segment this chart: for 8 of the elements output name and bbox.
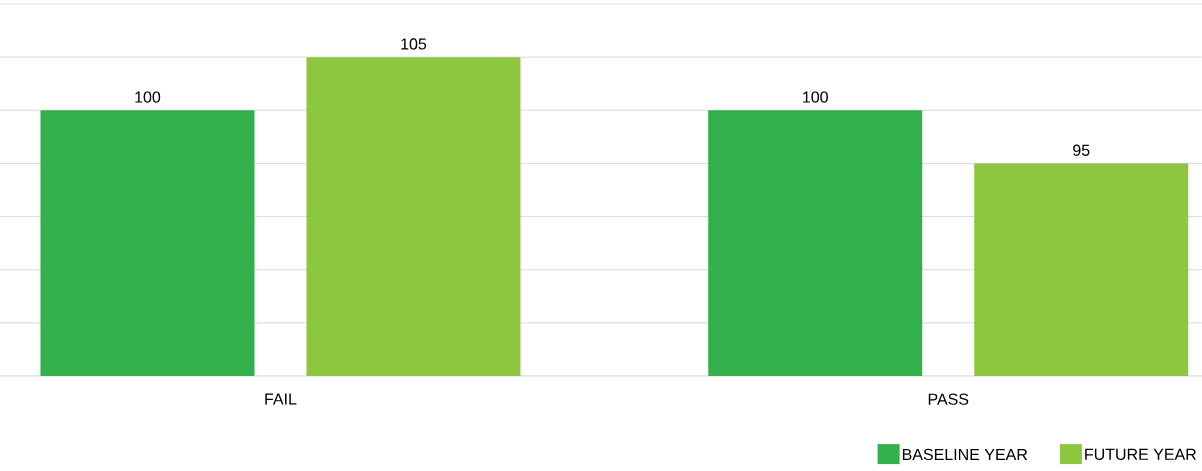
data-label: 105 [401, 38, 427, 50]
data-label: 100 [135, 91, 161, 103]
x-tick-label: FAIL [265, 393, 297, 405]
legend-label: BASELINE YEAR [902, 448, 1028, 461]
data-label: 95 [1073, 144, 1090, 156]
data-label: 100 [803, 91, 828, 103]
legend-label: FUTURE YEAR [1085, 448, 1197, 461]
x-tick-label: PASS [928, 393, 969, 405]
